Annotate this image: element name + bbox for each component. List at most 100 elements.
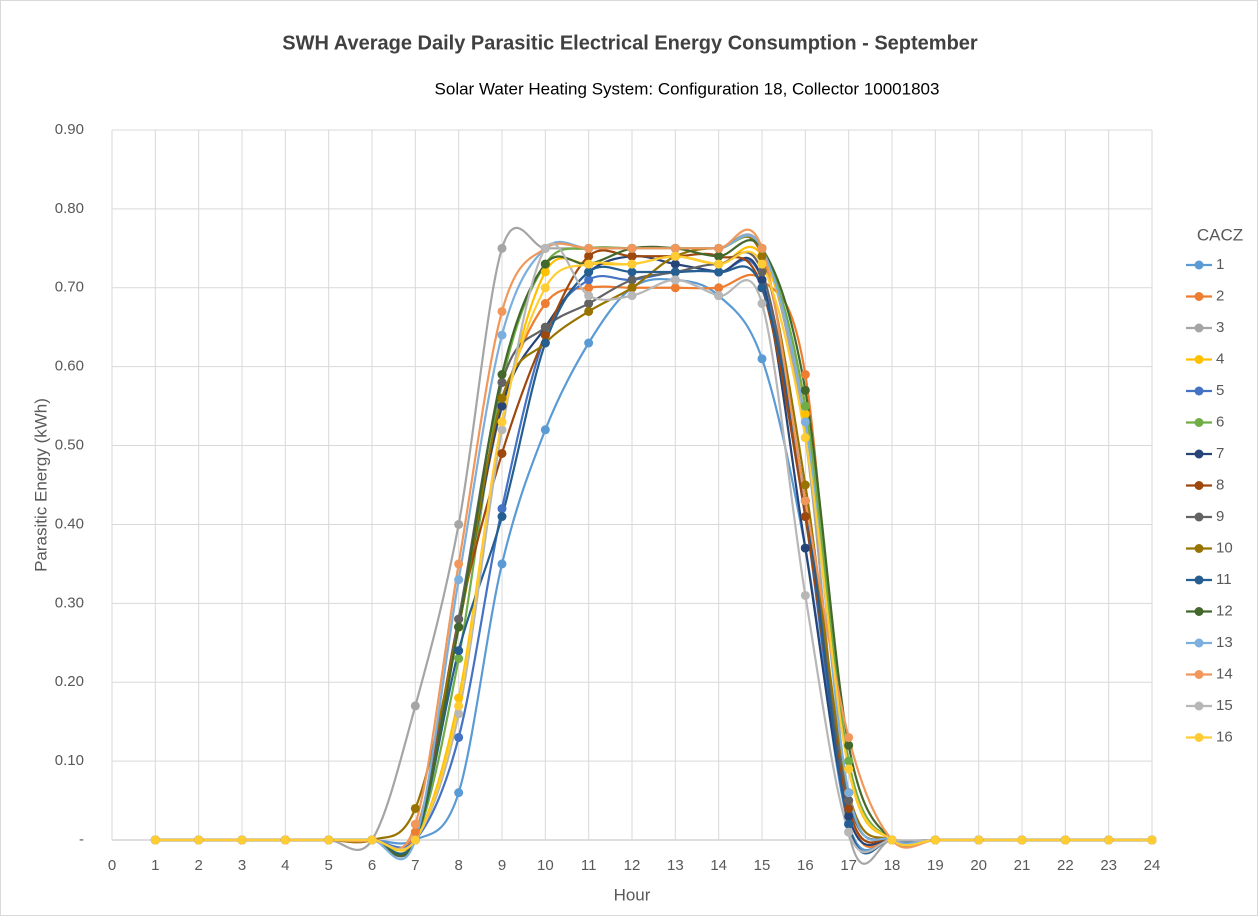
data-point bbox=[584, 259, 594, 269]
data-point bbox=[844, 732, 854, 742]
legend-label: 13 bbox=[1216, 634, 1233, 651]
y-tick-label: 0.70 bbox=[55, 279, 84, 296]
data-point bbox=[930, 835, 940, 845]
data-point bbox=[844, 811, 854, 821]
data-point bbox=[584, 299, 594, 309]
data-point bbox=[1104, 835, 1114, 845]
x-tick-label: 10 bbox=[537, 857, 554, 874]
data-point bbox=[584, 338, 594, 348]
y-tick-label: 0.10 bbox=[55, 752, 84, 769]
y-tick-label: - bbox=[79, 831, 84, 848]
legend-label: 3 bbox=[1216, 319, 1224, 336]
data-point bbox=[800, 385, 810, 395]
data-point bbox=[670, 267, 680, 277]
x-tick-label: 0 bbox=[108, 857, 116, 874]
x-tick-label: 3 bbox=[238, 857, 246, 874]
data-point bbox=[280, 835, 290, 845]
x-tick-label: 5 bbox=[324, 857, 332, 874]
data-point bbox=[540, 267, 550, 277]
legend-marker bbox=[1194, 701, 1204, 711]
data-point bbox=[497, 370, 507, 380]
data-point bbox=[714, 243, 724, 253]
data-point bbox=[497, 401, 507, 411]
x-tick-label: 8 bbox=[454, 857, 462, 874]
legend-label: 10 bbox=[1216, 539, 1233, 556]
series-line bbox=[155, 250, 1152, 852]
legend-label: 7 bbox=[1216, 445, 1224, 462]
data-point bbox=[584, 306, 594, 316]
legend-marker bbox=[1194, 575, 1204, 585]
y-axis-title: Parasitic Energy (kWh) bbox=[31, 398, 50, 572]
legend-label: 15 bbox=[1216, 697, 1233, 714]
y-tick-label: 0.50 bbox=[55, 437, 84, 454]
data-point bbox=[454, 654, 464, 664]
x-axis-title: Hour bbox=[614, 885, 651, 904]
data-point bbox=[410, 835, 420, 845]
data-point bbox=[800, 543, 810, 553]
data-point bbox=[714, 251, 724, 261]
data-point bbox=[800, 370, 810, 380]
x-tick-label: 15 bbox=[754, 857, 771, 874]
data-point bbox=[974, 835, 984, 845]
data-point bbox=[844, 788, 854, 798]
data-point bbox=[844, 827, 854, 837]
x-tick-label: 13 bbox=[667, 857, 684, 874]
legend-label: 2 bbox=[1216, 287, 1224, 304]
legend-marker bbox=[1194, 607, 1204, 616]
legend-label: 5 bbox=[1216, 382, 1224, 399]
data-point bbox=[800, 433, 810, 443]
legend-marker bbox=[1194, 544, 1204, 553]
data-point bbox=[627, 291, 637, 301]
data-point bbox=[540, 299, 550, 309]
data-point bbox=[497, 504, 507, 514]
data-point bbox=[844, 764, 854, 774]
data-point bbox=[670, 251, 680, 261]
data-point bbox=[454, 693, 464, 703]
data-point bbox=[540, 283, 550, 293]
data-point bbox=[714, 259, 724, 269]
chart-title: SWH Average Daily Parasitic Electrical E… bbox=[282, 32, 978, 54]
data-point bbox=[800, 496, 810, 506]
legend-marker bbox=[1194, 386, 1204, 396]
data-point bbox=[670, 275, 680, 285]
x-tick-label: 9 bbox=[498, 857, 506, 874]
data-point bbox=[757, 251, 767, 261]
data-point bbox=[757, 354, 767, 364]
data-point bbox=[194, 835, 204, 845]
data-point bbox=[367, 835, 377, 845]
data-point bbox=[540, 330, 550, 340]
data-point bbox=[714, 267, 724, 277]
data-point bbox=[844, 819, 854, 829]
x-tick-label: 17 bbox=[840, 857, 857, 874]
data-point bbox=[584, 243, 594, 253]
data-point bbox=[454, 614, 464, 624]
data-point bbox=[454, 622, 464, 632]
data-point bbox=[844, 796, 854, 806]
data-point bbox=[800, 417, 810, 427]
data-point bbox=[454, 646, 464, 656]
data-point bbox=[844, 803, 854, 813]
data-point bbox=[757, 275, 767, 285]
data-point bbox=[670, 259, 680, 269]
data-point bbox=[584, 267, 594, 277]
x-tick-label: 12 bbox=[624, 857, 641, 874]
data-point bbox=[627, 251, 637, 261]
chart-subtitle: Solar Water Heating System: Configuratio… bbox=[435, 79, 940, 98]
x-tick-label: 16 bbox=[797, 857, 814, 874]
data-point bbox=[584, 251, 594, 261]
x-tick-label: 19 bbox=[927, 857, 944, 874]
legend-marker bbox=[1194, 512, 1204, 522]
data-point bbox=[410, 701, 420, 711]
data-point bbox=[670, 283, 680, 293]
data-point bbox=[1060, 835, 1070, 845]
data-point bbox=[497, 512, 507, 522]
legend-label: 1 bbox=[1216, 256, 1224, 273]
data-point bbox=[497, 417, 507, 427]
data-point bbox=[454, 701, 464, 711]
data-point bbox=[714, 283, 724, 293]
data-point bbox=[540, 338, 550, 348]
data-point bbox=[410, 827, 420, 837]
x-tick-label: 21 bbox=[1014, 857, 1031, 874]
